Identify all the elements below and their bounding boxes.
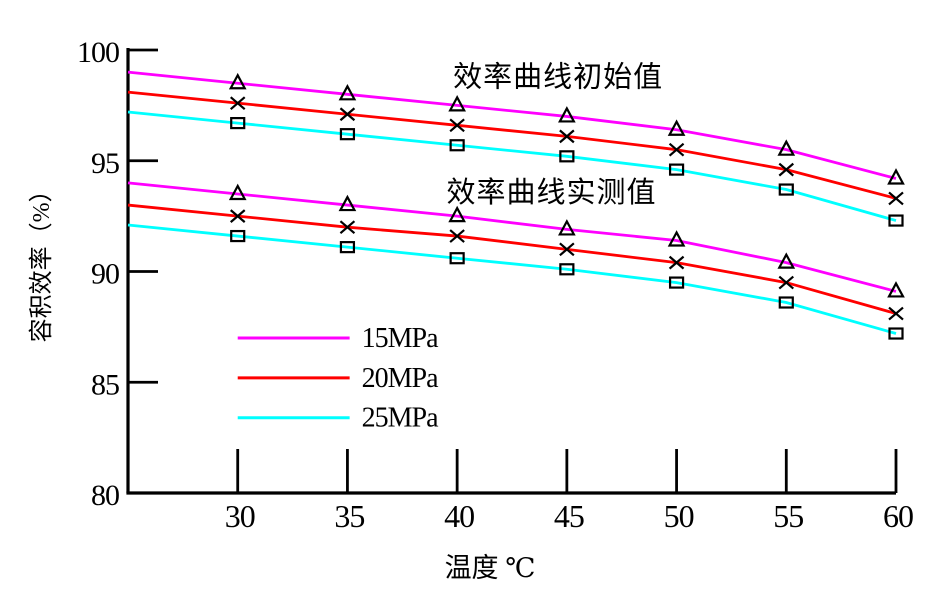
marker-square-icon [449, 252, 465, 265]
marker-square-icon [778, 183, 794, 196]
marker-square-icon [449, 139, 465, 152]
marker-square-icon [559, 263, 575, 276]
series-line-15MPa [127, 181, 897, 293]
y-axis-title: 容积效率（%） [28, 178, 55, 342]
x-tick-label: 60 [883, 498, 913, 534]
marker-triangle-icon [338, 83, 357, 101]
marker-square-icon [888, 327, 904, 340]
x-tick-label: 45 [554, 498, 584, 534]
marker-square-icon [339, 241, 356, 254]
marker-triangle-icon [777, 139, 796, 156]
marker-square-icon [888, 214, 904, 227]
marker-triangle-icon [887, 168, 905, 185]
marker-triangle-icon [448, 95, 466, 112]
marker-x-icon [888, 306, 904, 321]
marker-x-icon [668, 142, 685, 157]
marker-square-icon [339, 128, 356, 141]
x-axis-title: 温度 ℃ [445, 553, 536, 583]
measured-curves-label: 效率曲线实测值 [446, 176, 656, 209]
marker-triangle-icon [558, 219, 576, 236]
y-tick-label: 80 [91, 479, 119, 512]
x-tick-label: 30 [225, 498, 255, 534]
marker-triangle-icon [448, 205, 466, 223]
marker-x-icon [449, 229, 465, 243]
marker-triangle-icon [667, 119, 686, 136]
x-tick-label: 55 [773, 498, 803, 534]
marker-x-icon [888, 191, 904, 206]
marker-x-icon [778, 162, 795, 177]
marker-square-icon [668, 163, 685, 176]
y-tick-label: 100 [77, 36, 119, 69]
x-tick-label: 35 [334, 498, 364, 534]
marker-x-icon [778, 275, 795, 290]
marker-x-icon [229, 209, 246, 223]
series-line-20MPa [127, 90, 897, 200]
series-line-25MPa [127, 110, 897, 222]
legend-label-15MPa: 15MPa [362, 323, 439, 354]
marker-triangle-icon [228, 72, 247, 90]
legend-label-20MPa: 20MPa [362, 363, 439, 394]
marker-square-icon [230, 229, 246, 243]
marker-x-icon [229, 96, 246, 110]
marker-square-icon [230, 116, 246, 130]
marker-x-icon [668, 255, 685, 270]
x-tick-label: 50 [664, 498, 694, 534]
marker-x-icon [559, 129, 575, 144]
marker-x-icon [339, 220, 356, 235]
initial-curves-label: 效率曲线初始值 [453, 61, 663, 94]
y-tick-label: 90 [91, 258, 119, 291]
marker-triangle-icon [777, 252, 796, 269]
y-tick-label: 95 [91, 147, 119, 180]
x-tick-label: 40 [444, 498, 474, 534]
marker-x-icon [449, 118, 465, 133]
marker-square-icon [668, 276, 685, 289]
y-tick-label: 85 [91, 368, 119, 401]
marker-triangle-icon [338, 194, 357, 212]
series-line-25MPa [127, 223, 897, 335]
marker-x-icon [339, 107, 356, 122]
series-line-15MPa [127, 70, 897, 180]
series-line-20MPa [127, 203, 897, 315]
marker-x-icon [559, 242, 575, 257]
marker-triangle-icon [887, 281, 905, 298]
marker-triangle-icon [558, 106, 576, 123]
marker-square-icon [778, 296, 794, 309]
marker-triangle-icon [228, 183, 247, 201]
legend-label-25MPa: 25MPa [362, 403, 439, 434]
marker-triangle-icon [667, 230, 686, 247]
marker-square-icon [559, 150, 575, 163]
